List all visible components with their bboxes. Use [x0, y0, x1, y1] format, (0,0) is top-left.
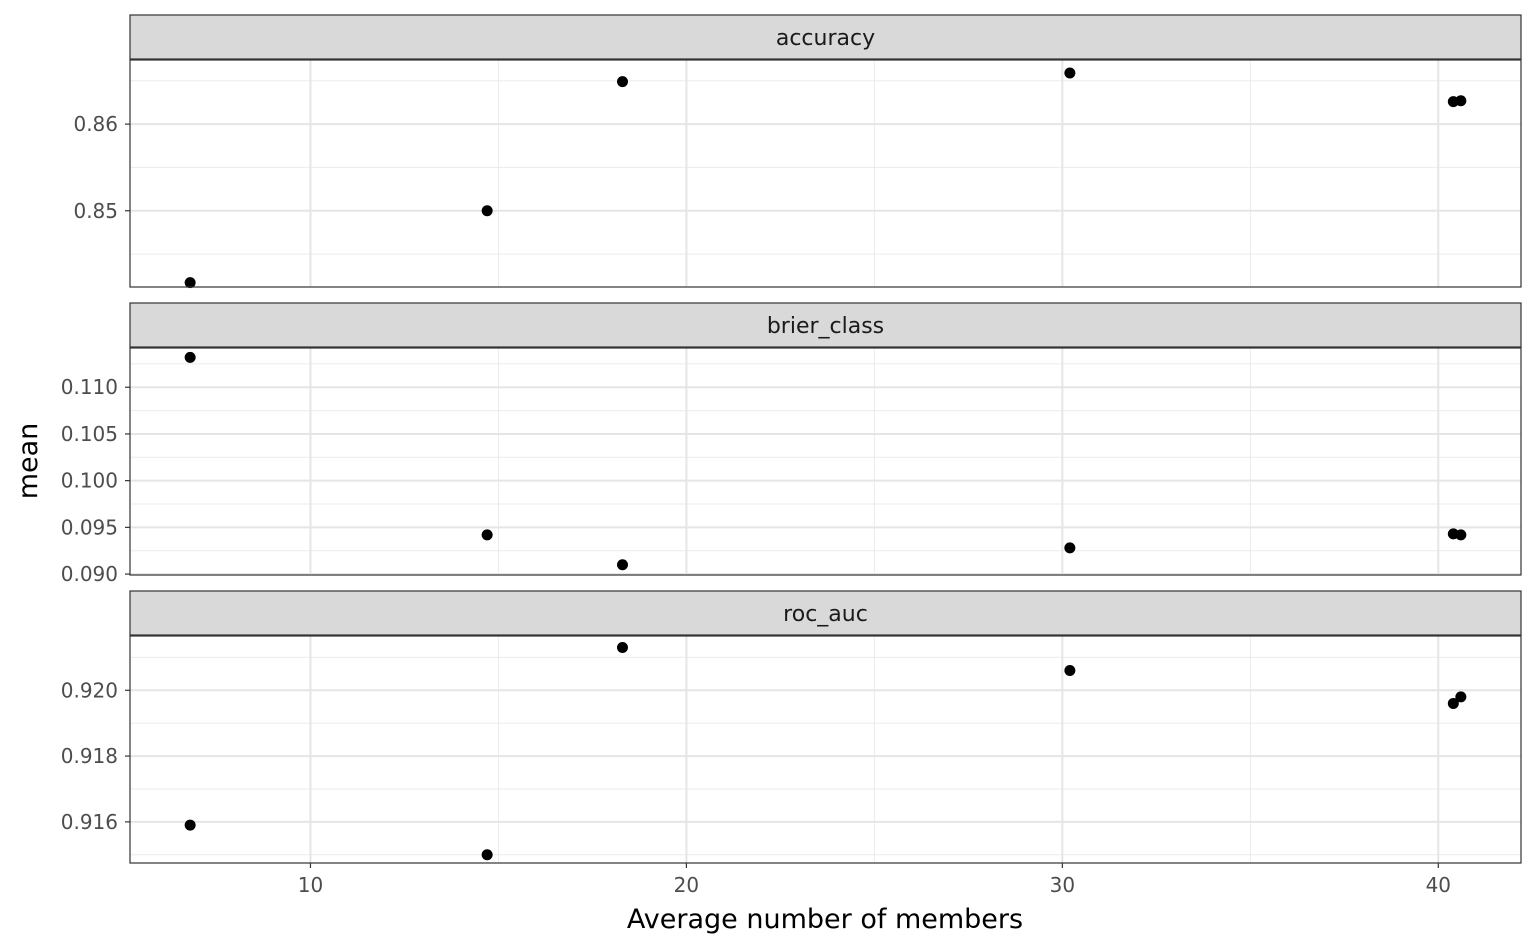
y-tick-label: 0.095	[61, 515, 118, 539]
data-point	[481, 849, 493, 861]
strip-background	[129, 14, 1522, 60]
panel-border	[129, 635, 1522, 864]
data-point	[481, 205, 493, 217]
data-point	[1455, 691, 1467, 703]
x-axis: 10 20 30 40	[298, 863, 1451, 897]
x-axis-title: Average number of members	[627, 904, 1023, 935]
y-tick-label: 0.86	[73, 112, 118, 136]
strip-label: accuracy	[776, 26, 875, 51]
strip-label: brier_class	[767, 314, 884, 339]
data-point	[184, 819, 196, 831]
data-point	[1064, 542, 1076, 554]
panels-layer: accuracy 0.85 0.86 brier_class 0.090 0.095 0.1…	[61, 14, 1522, 864]
x-tick-label: 30	[1050, 873, 1075, 897]
data-point	[1455, 95, 1467, 107]
panel-roc_auc: roc_auc 0.916 0.918 0.920	[61, 590, 1522, 864]
y-tick-label: 0.916	[61, 810, 118, 834]
data-point	[1447, 697, 1459, 709]
data-point	[616, 559, 628, 571]
strip-label: roc_auc	[783, 602, 868, 627]
data-point	[616, 642, 628, 654]
data-point	[1455, 529, 1467, 541]
data-point	[184, 277, 196, 289]
plot-background	[130, 60, 1521, 287]
y-tick-label: 0.100	[61, 469, 118, 493]
y-tick-label: 0.85	[73, 199, 118, 223]
strip-background	[129, 590, 1522, 636]
data-point	[184, 351, 196, 363]
y-tick-label: 0.090	[61, 562, 118, 586]
x-tick-label: 40	[1426, 873, 1451, 897]
y-tick-label: 0.105	[61, 422, 118, 446]
y-tick-label: 0.110	[61, 375, 118, 399]
panel-brier_class: brier_class 0.090 0.095 0.100 0.105 0.110	[61, 302, 1522, 586]
data-point	[1064, 67, 1076, 79]
y-tick-label: 0.920	[61, 678, 118, 702]
data-point	[1064, 665, 1076, 677]
x-tick-label: 20	[674, 873, 699, 897]
x-tick-label: 10	[298, 873, 323, 897]
panel-border	[129, 59, 1522, 288]
panel-accuracy: accuracy 0.85 0.86	[73, 14, 1522, 289]
data-point	[616, 76, 628, 88]
y-axis-title: mean	[13, 423, 44, 500]
y-tick-label: 0.918	[61, 744, 118, 768]
panel-border	[129, 347, 1522, 576]
strip-background	[129, 302, 1522, 348]
plot-background	[130, 348, 1521, 575]
data-point	[481, 529, 493, 541]
plot-background	[130, 636, 1521, 863]
